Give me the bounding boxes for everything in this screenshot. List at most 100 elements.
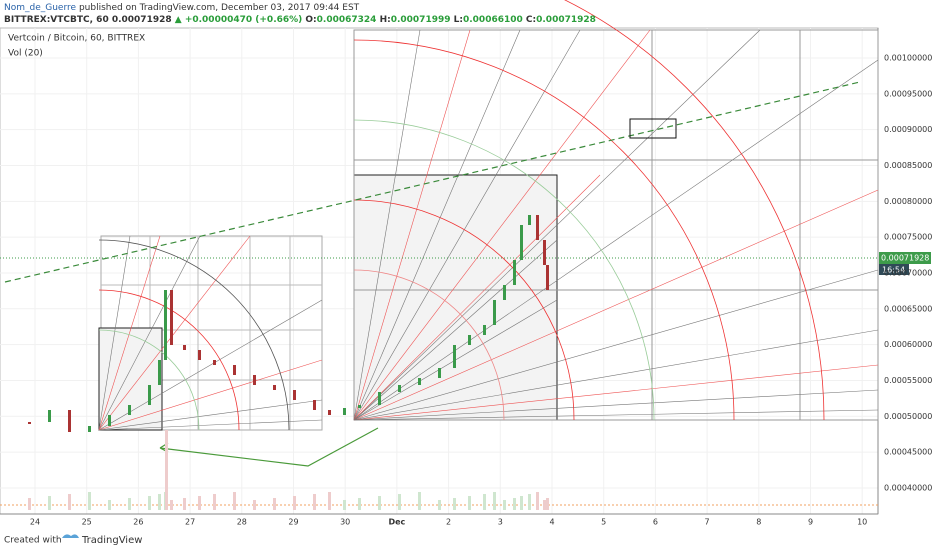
candle: [398, 385, 401, 392]
fan-line: [98, 299, 323, 431]
candle: [520, 225, 523, 260]
fan-line: [353, 29, 521, 421]
fan-line: [98, 419, 323, 431]
volume-spike: [165, 430, 168, 510]
volume-bar: [493, 492, 496, 510]
symbol: BITTREX:VTCBTC, 60: [4, 15, 109, 25]
gann-arc: [98, 329, 200, 431]
time-tick: 6: [653, 518, 658, 527]
time-tick: Dec: [388, 518, 405, 527]
candle: [378, 392, 381, 405]
candle: [233, 365, 236, 375]
candle: [108, 415, 111, 426]
time-tick: 26: [133, 518, 143, 527]
fan-line: [98, 235, 161, 431]
price-tick: 0.00075000: [884, 233, 932, 242]
candle: [164, 290, 167, 360]
fan-line: [98, 235, 131, 431]
fan-line: [98, 235, 251, 431]
price-tick: 0.00085000: [884, 161, 932, 170]
close-label: C:: [526, 15, 536, 25]
volume-bar: [158, 494, 161, 510]
volume-bar: [418, 492, 421, 510]
candle: [68, 410, 71, 432]
gann-box: [353, 174, 558, 421]
fan-line: [353, 239, 558, 421]
volume-bar: [543, 500, 546, 510]
volume-bar: [233, 492, 236, 510]
fan-line: [353, 29, 581, 421]
header-line: Nom_de_Guerre published on TradingView.c…: [4, 3, 360, 13]
candle: [513, 260, 516, 285]
volume-bar: [68, 494, 71, 510]
time-tick: 9: [808, 518, 813, 527]
fan-line: [98, 235, 201, 431]
volume-bar: [108, 500, 111, 510]
volume-bar: [183, 498, 186, 510]
candle: [493, 300, 496, 325]
open-label: O:: [305, 15, 316, 25]
candle: [503, 285, 506, 300]
countdown: 16:54: [882, 266, 905, 275]
time-tick: 28: [237, 518, 247, 527]
gann-arc: [98, 239, 290, 431]
candle: [48, 410, 51, 422]
volume-bar: [528, 494, 531, 510]
last-price: 0.00071928: [881, 254, 929, 263]
volume-bar: [328, 492, 331, 510]
volume-bar: [28, 498, 31, 510]
countdown-tag: [879, 264, 909, 275]
candle: [183, 345, 186, 350]
candle: [198, 350, 201, 360]
volume-bar: [198, 496, 201, 510]
time-tick: 8: [756, 518, 761, 527]
candle: [453, 345, 456, 368]
fan-line: [353, 389, 879, 421]
gann-arc: [353, 119, 655, 421]
candle: [528, 215, 531, 225]
footer-brand: TradingView: [81, 535, 142, 546]
volume-bar: [48, 496, 51, 510]
candle: [358, 405, 361, 408]
volume-bar: [170, 500, 173, 510]
volume-bar: [213, 494, 216, 510]
volume-bar: [313, 494, 316, 510]
candle: [438, 368, 441, 378]
fan-line: [353, 189, 879, 421]
gann-arc: [353, 199, 575, 421]
candle: [468, 335, 471, 345]
candle: [170, 290, 173, 345]
published: published on TradingView.com, December 0…: [79, 3, 360, 13]
candle: [253, 375, 256, 385]
candle: [148, 385, 151, 405]
time-tick: 27: [185, 518, 195, 527]
high-label: H:: [380, 15, 391, 25]
candle: [273, 385, 276, 390]
volume-bar: [513, 498, 516, 510]
time-tick: 10: [857, 518, 867, 527]
time-tick: 5: [601, 518, 606, 527]
volume-bar: [358, 498, 361, 510]
price-tick: 0.00095000: [884, 89, 932, 98]
volume-bar: [536, 492, 539, 510]
price-tick: 0.00050000: [884, 412, 932, 421]
high: 0.00071999: [391, 15, 451, 25]
time-tick: 7: [705, 518, 710, 527]
gann-arc: [563, 0, 825, 421]
drawings: [0, 0, 879, 515]
fan-line: [353, 29, 651, 421]
candle: [213, 360, 216, 365]
last-price-tag: [879, 252, 931, 264]
price-tick: 0.00055000: [884, 376, 932, 385]
fan-line: [353, 29, 471, 421]
volume-bar: [468, 496, 471, 510]
time-tick: 30: [340, 518, 350, 527]
fan-line: [353, 29, 421, 421]
candle: [483, 325, 486, 335]
time-tick: 3: [498, 518, 503, 527]
fan-line: [98, 359, 323, 431]
volume-bar: [483, 494, 486, 510]
footer-text: Created with: [4, 536, 62, 546]
legend-title: Vertcoin / Bitcoin, 60, BITTREX: [8, 34, 145, 44]
